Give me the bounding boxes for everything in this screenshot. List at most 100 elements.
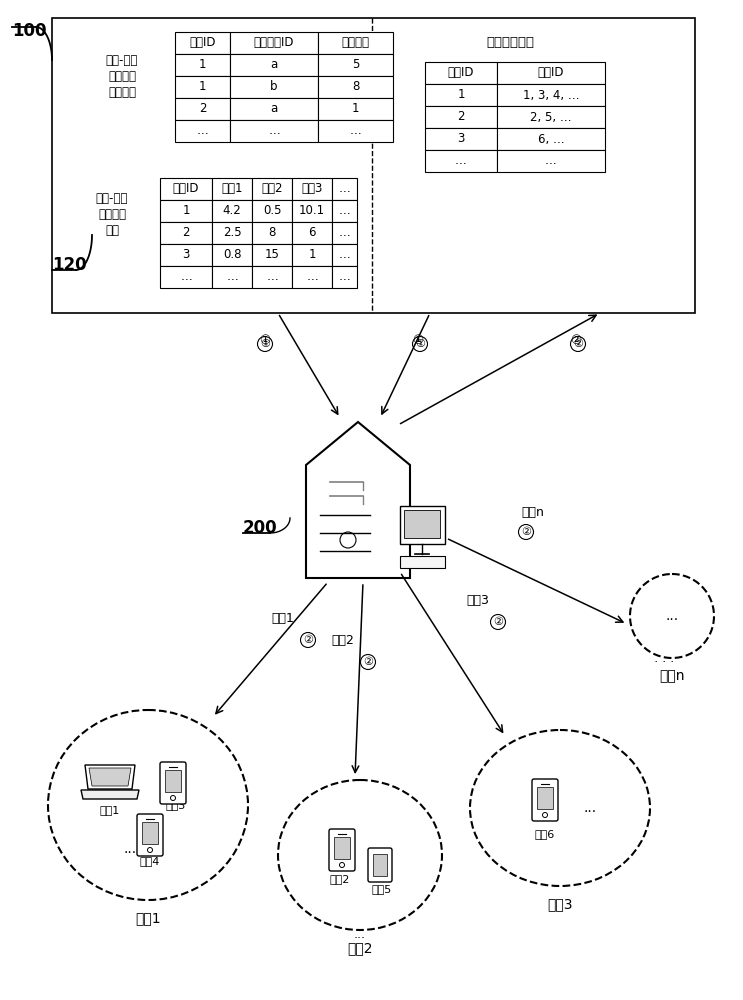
Text: 2.5: 2.5 (223, 227, 241, 239)
Text: 用户分群结果: 用户分群结果 (486, 35, 534, 48)
Bar (212, 244, 252, 266)
Bar (425, 128, 497, 150)
Text: 2: 2 (457, 110, 465, 123)
Bar (230, 54, 318, 76)
Text: 1, 3, 4, …: 1, 3, 4, … (522, 89, 580, 102)
Text: …: … (350, 124, 361, 137)
Text: ②: ② (573, 339, 583, 349)
Text: 用户ID: 用户ID (538, 66, 564, 80)
Text: 15: 15 (265, 248, 279, 261)
Text: …: … (226, 270, 238, 284)
Bar (252, 178, 292, 200)
Bar (212, 178, 252, 200)
Text: 信息3: 信息3 (467, 593, 490, 606)
Text: 用户3: 用户3 (166, 800, 186, 810)
Text: 2: 2 (198, 103, 207, 115)
Bar (318, 98, 393, 120)
Text: 用户4: 用户4 (140, 856, 160, 866)
Text: ...: ... (354, 928, 366, 942)
Bar (212, 266, 252, 288)
Bar (175, 120, 230, 142)
Text: 标筱3: 标筱3 (302, 182, 322, 196)
Text: 2: 2 (182, 227, 189, 239)
Bar (142, 822, 158, 844)
Text: …: … (455, 154, 467, 167)
Bar (318, 54, 393, 76)
Bar (537, 787, 553, 809)
FancyBboxPatch shape (368, 848, 392, 882)
Text: 100: 100 (12, 22, 47, 40)
Bar (497, 84, 605, 106)
Bar (175, 76, 230, 98)
Bar (175, 54, 230, 76)
Text: ...: ... (666, 609, 678, 623)
Bar (425, 84, 497, 106)
Text: 群组3: 群组3 (548, 897, 573, 911)
Bar (292, 178, 332, 200)
Text: ②: ② (303, 635, 313, 645)
Bar (404, 510, 440, 538)
Bar (252, 222, 292, 244)
Bar (252, 244, 292, 266)
Bar (400, 556, 445, 568)
Text: 3: 3 (182, 248, 189, 261)
Bar (160, 178, 212, 200)
Bar (292, 222, 332, 244)
Text: 8: 8 (352, 81, 359, 94)
Bar (212, 222, 252, 244)
Bar (175, 98, 230, 120)
Text: 列表: 列表 (105, 224, 119, 236)
Text: 群组n: 群组n (659, 669, 685, 683)
Text: 关系列表: 关系列表 (108, 86, 136, 99)
Text: 0.5: 0.5 (263, 205, 282, 218)
FancyBboxPatch shape (532, 779, 558, 821)
Text: 连接次数: 连接次数 (342, 36, 369, 49)
Text: 1: 1 (457, 89, 465, 102)
Text: …: … (545, 154, 557, 167)
FancyBboxPatch shape (329, 829, 355, 871)
Text: …: … (180, 270, 192, 284)
Text: 6, …: 6, … (538, 132, 565, 145)
Text: 1: 1 (182, 205, 189, 218)
Text: 群组2: 群组2 (347, 941, 373, 955)
Bar (318, 32, 393, 54)
Text: 信息1: 信息1 (271, 611, 294, 624)
Text: 8: 8 (268, 227, 276, 239)
Bar (160, 200, 212, 222)
Bar (332, 266, 357, 288)
Bar (52, 18, 695, 313)
Text: 信息2: 信息2 (331, 634, 354, 647)
Text: 网统连接: 网统连接 (108, 70, 136, 83)
Polygon shape (81, 790, 139, 799)
Bar (160, 222, 212, 244)
Text: ②: ② (493, 617, 503, 627)
Text: 0.8: 0.8 (223, 248, 241, 261)
FancyBboxPatch shape (160, 762, 186, 804)
Text: 3: 3 (457, 132, 464, 145)
Text: …: … (339, 248, 351, 261)
Bar (252, 200, 292, 222)
Bar (292, 200, 332, 222)
Text: 2, 5, …: 2, 5, … (531, 110, 572, 123)
Text: 用户ID: 用户ID (189, 36, 215, 49)
Text: 1: 1 (198, 58, 207, 72)
Text: 1: 1 (308, 248, 316, 261)
Text: a: a (270, 58, 278, 72)
Text: 6: 6 (308, 227, 316, 239)
Text: 用户5: 用户5 (372, 884, 392, 894)
Text: …: … (339, 270, 351, 284)
Text: ①: ① (259, 334, 270, 347)
Bar (292, 244, 332, 266)
Bar (425, 106, 497, 128)
Bar (292, 266, 332, 288)
Text: ①: ① (412, 334, 424, 347)
Bar (175, 32, 230, 54)
Bar (332, 244, 357, 266)
Bar (230, 120, 318, 142)
Bar (160, 266, 212, 288)
Bar (252, 266, 292, 288)
Bar (230, 76, 318, 98)
Bar (332, 178, 357, 200)
Text: …: … (306, 270, 318, 284)
Text: ②: ② (521, 527, 531, 537)
